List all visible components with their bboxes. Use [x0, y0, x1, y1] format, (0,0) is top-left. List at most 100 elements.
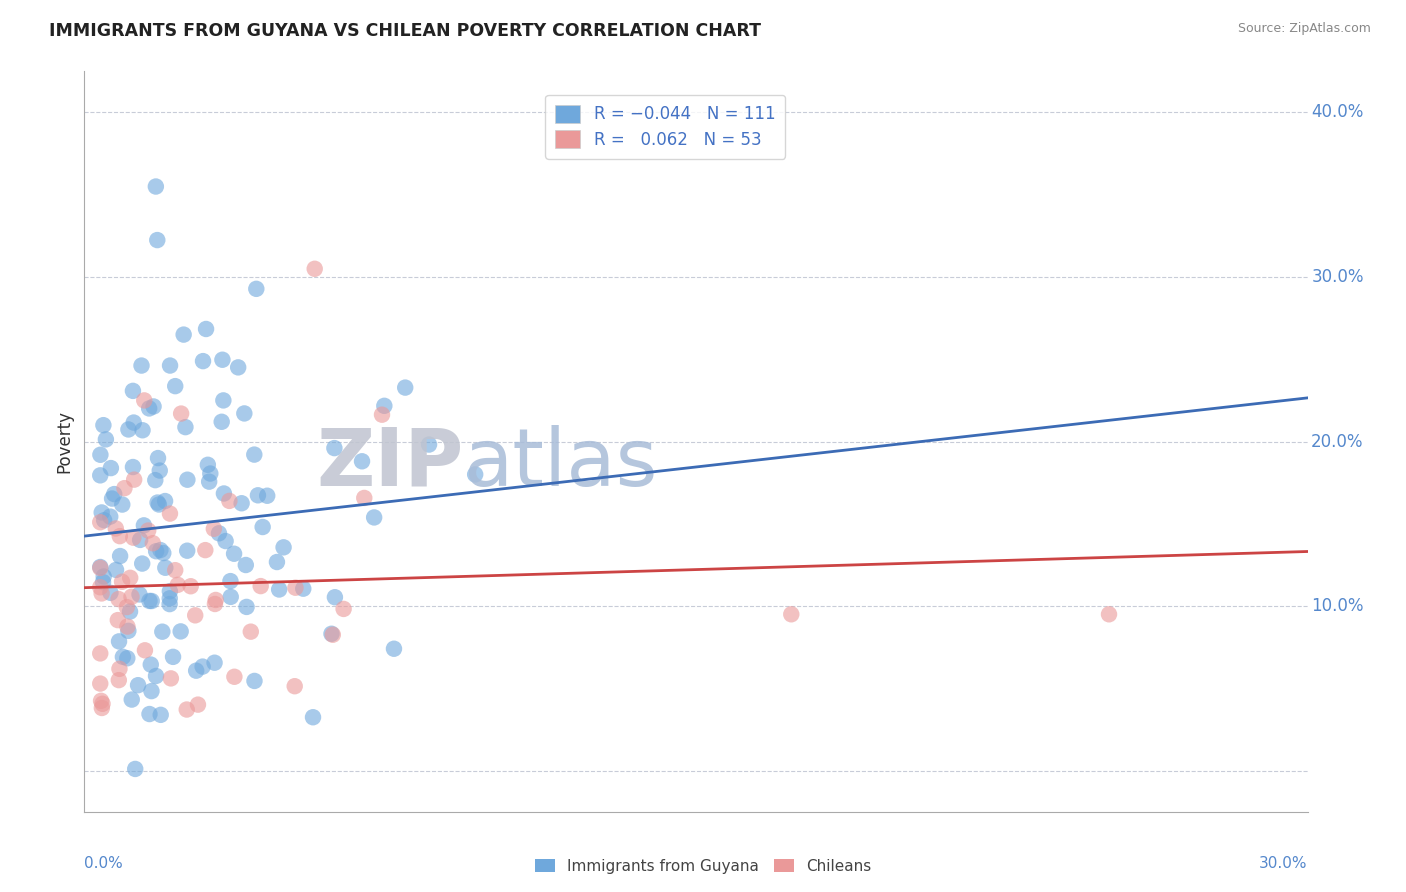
- Point: [202, 522, 225, 536]
- Point: [245, 282, 267, 296]
- Point: [121, 590, 143, 604]
- Point: [269, 582, 291, 597]
- Point: [371, 408, 394, 422]
- Point: [176, 702, 198, 716]
- Point: [211, 352, 233, 367]
- Point: [146, 451, 169, 466]
- Point: [191, 659, 214, 673]
- Point: [117, 619, 139, 633]
- Point: [104, 521, 127, 535]
- Point: [284, 679, 307, 693]
- Point: [101, 491, 124, 506]
- Point: [90, 586, 112, 600]
- Point: [131, 557, 153, 571]
- Point: [246, 488, 269, 502]
- Point: [149, 707, 172, 722]
- Point: [145, 544, 167, 558]
- Point: [122, 473, 145, 487]
- Point: [93, 569, 115, 583]
- Point: [132, 518, 155, 533]
- Point: [235, 558, 257, 572]
- Point: [464, 467, 486, 482]
- Legend: Immigrants from Guyana, Chileans: Immigrants from Guyana, Chileans: [529, 853, 877, 880]
- Point: [266, 555, 288, 569]
- Point: [122, 416, 145, 430]
- Point: [142, 536, 165, 550]
- Point: [212, 486, 235, 500]
- Point: [149, 464, 172, 478]
- Point: [89, 560, 111, 574]
- Point: [153, 494, 176, 508]
- Point: [112, 481, 135, 495]
- Point: [323, 441, 346, 455]
- Point: [139, 657, 162, 672]
- Point: [145, 179, 167, 194]
- Point: [218, 494, 240, 508]
- Point: [108, 662, 131, 676]
- Point: [160, 672, 183, 686]
- Point: [198, 475, 221, 489]
- Point: [120, 571, 142, 585]
- Point: [197, 458, 219, 472]
- Point: [121, 692, 143, 706]
- Point: [103, 487, 125, 501]
- Point: [302, 710, 325, 724]
- Point: [89, 580, 111, 594]
- Text: 30.0%: 30.0%: [1312, 268, 1364, 286]
- Point: [89, 515, 111, 529]
- Point: [117, 651, 139, 665]
- Point: [90, 694, 112, 708]
- Point: [208, 526, 231, 541]
- Point: [89, 561, 111, 575]
- Point: [350, 454, 373, 468]
- Point: [138, 706, 160, 721]
- Point: [322, 628, 344, 642]
- Point: [195, 322, 218, 336]
- Point: [100, 586, 122, 600]
- Point: [249, 579, 271, 593]
- Point: [186, 664, 208, 678]
- Point: [187, 698, 209, 712]
- Text: 0.0%: 0.0%: [84, 856, 124, 871]
- Point: [180, 579, 202, 593]
- Point: [204, 597, 226, 611]
- Point: [100, 461, 122, 475]
- Point: [89, 448, 111, 462]
- Text: ZIP: ZIP: [316, 425, 464, 503]
- Point: [143, 473, 166, 487]
- Point: [148, 498, 170, 512]
- Point: [122, 460, 145, 475]
- Text: 10.0%: 10.0%: [1312, 597, 1364, 615]
- Point: [131, 359, 153, 373]
- Point: [89, 647, 111, 661]
- Point: [107, 613, 129, 627]
- Point: [200, 467, 222, 481]
- Point: [152, 546, 174, 560]
- Point: [122, 384, 145, 398]
- Point: [363, 510, 385, 524]
- Point: [90, 701, 112, 715]
- Text: 30.0%: 30.0%: [1260, 856, 1308, 871]
- Point: [108, 549, 131, 563]
- Point: [231, 496, 253, 510]
- Point: [235, 599, 257, 614]
- Point: [91, 575, 114, 590]
- Point: [191, 354, 214, 368]
- Point: [89, 468, 111, 483]
- Point: [141, 684, 163, 698]
- Point: [149, 543, 172, 558]
- Point: [323, 591, 346, 605]
- Point: [159, 591, 181, 606]
- Point: [90, 506, 112, 520]
- Point: [138, 594, 160, 608]
- Point: [107, 592, 129, 607]
- Point: [212, 393, 235, 408]
- Point: [273, 541, 295, 555]
- Point: [780, 607, 803, 622]
- Point: [224, 670, 246, 684]
- Text: 20.0%: 20.0%: [1312, 433, 1364, 450]
- Point: [105, 563, 128, 577]
- Point: [162, 649, 184, 664]
- Point: [204, 656, 226, 670]
- Point: [98, 509, 121, 524]
